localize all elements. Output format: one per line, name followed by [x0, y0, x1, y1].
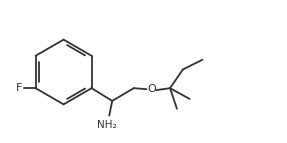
Text: NH₂: NH₂ — [98, 120, 117, 130]
Text: F: F — [15, 83, 22, 93]
Text: O: O — [147, 84, 156, 94]
